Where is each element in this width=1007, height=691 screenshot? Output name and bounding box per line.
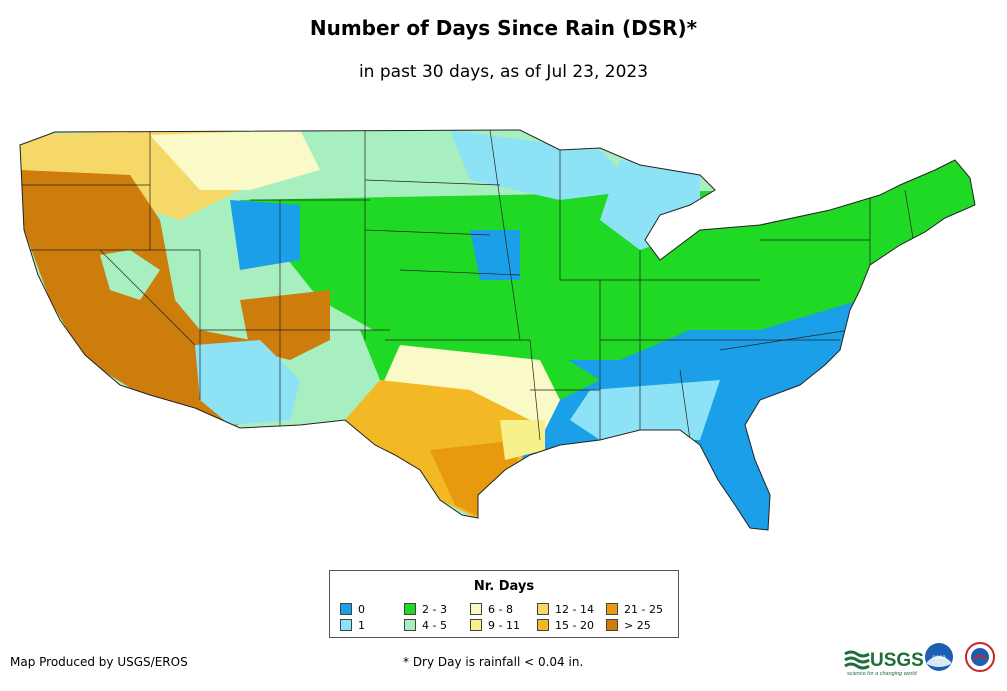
dry-day-footnote: * Dry Day is rainfall < 0.04 in. — [403, 655, 584, 669]
agency-logos: USGS science for a changing world noaa — [844, 642, 995, 677]
legend-item-12-14: 12 - 14 — [537, 603, 594, 616]
legend-swatch — [606, 603, 618, 615]
legend-item-21-25: 21 - 25 — [606, 603, 663, 616]
legend: Nr. Days 0 1 2 - 3 4 - 5 6 - 8 9 - 11 12… — [329, 570, 679, 638]
legend-swatch — [470, 619, 482, 631]
map-title: Number of Days Since Rain (DSR)* — [309, 16, 698, 40]
svg-text:USGS: USGS — [870, 650, 924, 671]
legend-item-1: 1 — [340, 619, 365, 632]
legend-title: Nr. Days — [473, 579, 535, 594]
legend-item-9-11: 9 - 11 — [470, 619, 520, 632]
svg-text:noaa: noaa — [932, 655, 946, 661]
legend-swatch — [537, 603, 549, 615]
legend-swatch — [404, 603, 416, 615]
noaa-logo: noaa — [925, 643, 953, 671]
legend-swatch — [537, 619, 549, 631]
legend-item-gt25: > 25 — [606, 619, 651, 632]
nws-logo — [965, 642, 995, 672]
map-credit: Map Produced by USGS/EROS — [10, 655, 188, 669]
map-subtitle: in past 30 days, as of Jul 23, 2023 — [358, 62, 649, 82]
legend-item-6-8: 6 - 8 — [470, 603, 513, 616]
legend-swatch — [470, 603, 482, 615]
legend-item-0: 0 — [340, 603, 365, 616]
legend-item-15-20: 15 - 20 — [537, 619, 594, 632]
legend-swatch — [340, 603, 352, 615]
legend-swatch — [404, 619, 416, 631]
legend-item-2-3: 2 - 3 — [404, 603, 447, 616]
legend-swatch — [606, 619, 618, 631]
legend-item-4-5: 4 - 5 — [404, 619, 447, 632]
svg-text:science for a changing world: science for a changing world — [847, 671, 918, 677]
usgs-logo: USGS science for a changing world — [844, 650, 924, 677]
legend-swatch — [340, 619, 352, 631]
